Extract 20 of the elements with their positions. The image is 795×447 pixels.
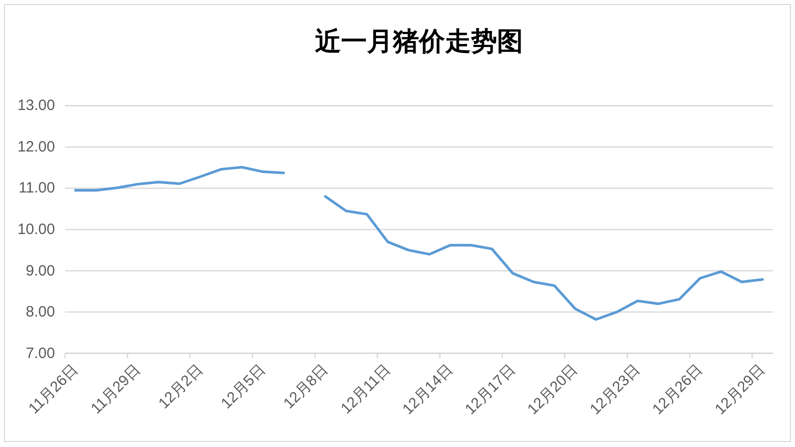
chart-title: 近一月猪价走势图 — [315, 27, 523, 57]
y-tick-label: 8.00 — [26, 304, 55, 321]
x-tick-label: 12月11日 — [338, 361, 394, 418]
x-tick-label: 12月26日 — [649, 361, 706, 418]
x-tick-label: 12月14日 — [399, 361, 456, 418]
y-tick-label: 12.00 — [17, 138, 55, 156]
x-tick-label: 12月5日 — [218, 361, 269, 412]
x-tick-label: 12月2日 — [155, 361, 206, 412]
y-tick-label: 9.00 — [26, 262, 55, 280]
x-tick-label: 12月8日 — [280, 361, 332, 412]
x-tick-label: 12月23日 — [586, 361, 644, 418]
x-tick-label: 12月20日 — [524, 361, 582, 418]
y-tick-label: 11.00 — [18, 180, 55, 197]
y-tick-label: 7.00 — [26, 344, 55, 362]
y-tick-label: 13.00 — [17, 97, 55, 114]
x-tick-label: 12月17日 — [462, 361, 519, 418]
y-tick-label: 10.00 — [17, 221, 55, 238]
x-tick-label: 11月26日 — [25, 361, 82, 418]
x-tick-label: 12月29日 — [712, 361, 769, 418]
x-tick-label: 11月29日 — [88, 361, 144, 418]
